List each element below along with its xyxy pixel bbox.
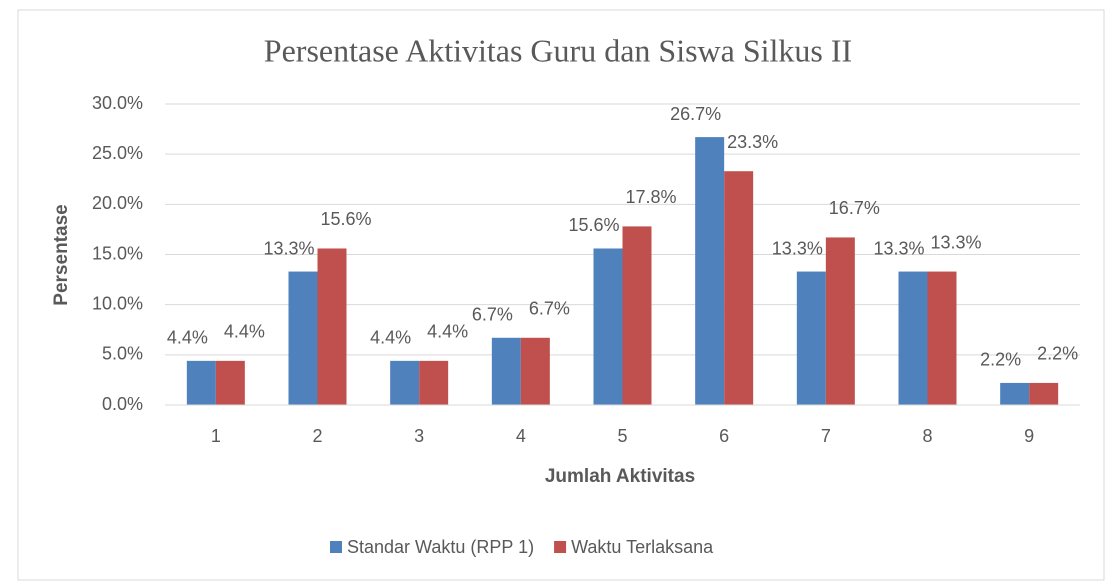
legend-swatch [554, 541, 567, 553]
x-tick-label: 6 [719, 426, 729, 446]
data-label: 15.6% [320, 209, 371, 229]
legend-label: Waktu Terlaksana [571, 537, 714, 557]
legend-label: Standar Waktu (RPP 1) [347, 537, 534, 557]
data-label: 13.3% [930, 232, 981, 252]
x-tick-label: 7 [821, 426, 831, 446]
data-label: 4.4% [370, 328, 411, 348]
y-tick-label: 25.0% [92, 143, 143, 163]
y-tick-label: 20.0% [92, 193, 143, 213]
bar [724, 171, 754, 405]
x-tick-label: 8 [922, 426, 932, 446]
bar [419, 360, 449, 405]
y-tick-label: 10.0% [92, 293, 143, 313]
bar [288, 271, 318, 405]
data-label: 26.7% [670, 104, 721, 124]
bar [825, 237, 855, 405]
x-tick-label: 1 [211, 426, 221, 446]
data-label: 4.4% [427, 322, 468, 342]
data-label: 2.2% [980, 350, 1021, 370]
data-label: 6.7% [529, 299, 570, 319]
x-axis-title: Jumlah Aktivitas [545, 466, 695, 487]
data-label: 17.8% [625, 187, 676, 207]
bar [317, 248, 347, 405]
x-tick-label: 5 [617, 426, 627, 446]
bar [927, 271, 957, 405]
bar [390, 360, 420, 405]
data-label: 13.3% [772, 238, 823, 258]
data-label: 23.3% [727, 132, 778, 152]
data-label: 6.7% [472, 305, 513, 325]
bar [1000, 382, 1030, 405]
y-axis-title: Persentase [51, 204, 72, 305]
y-tick-label: 15.0% [92, 243, 143, 263]
y-tick-label: 0.0% [102, 394, 143, 414]
x-tick-label: 4 [516, 426, 526, 446]
bar [796, 271, 826, 405]
chart-title: Persentase Aktivitas Guru dan Siswa Silk… [264, 32, 852, 68]
data-label: 13.3% [263, 238, 314, 258]
data-label: 2.2% [1037, 344, 1078, 364]
bar [215, 360, 245, 405]
data-label: 4.4% [224, 322, 265, 342]
bar [593, 248, 623, 405]
bar [898, 271, 928, 405]
bar [695, 137, 725, 406]
data-label: 13.3% [873, 238, 924, 258]
bar [622, 226, 652, 405]
bar [520, 337, 550, 405]
x-tick-label: 9 [1024, 426, 1034, 446]
data-label: 4.4% [167, 328, 208, 348]
data-label: 16.7% [829, 198, 880, 218]
x-tick-label: 2 [312, 426, 322, 446]
bar [1029, 382, 1059, 405]
legend-swatch [330, 541, 342, 553]
y-tick-label: 5.0% [102, 344, 143, 364]
bar [186, 360, 216, 405]
data-label: 15.6% [568, 215, 619, 235]
y-tick-label: 30.0% [92, 93, 143, 113]
bar [491, 337, 521, 405]
x-tick-label: 3 [414, 426, 424, 446]
